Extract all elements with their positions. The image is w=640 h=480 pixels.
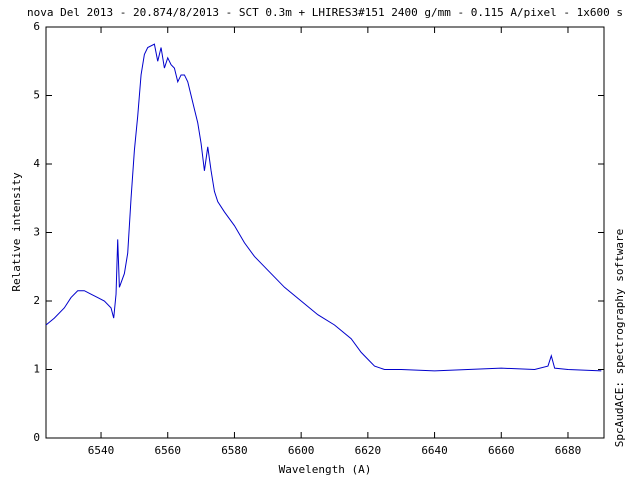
y-tick-label: 1 bbox=[33, 363, 40, 376]
x-tick-label: 6580 bbox=[221, 444, 248, 457]
spectrum-line bbox=[45, 43, 602, 372]
x-tick-label: 6640 bbox=[421, 444, 448, 457]
plot-frame bbox=[45, 26, 605, 439]
x-tick-label: 6600 bbox=[288, 444, 315, 457]
x-tick-label: 6680 bbox=[555, 444, 582, 457]
x-tick-label: 6660 bbox=[488, 444, 515, 457]
y-tick-label: 3 bbox=[33, 226, 40, 239]
y-tick-label: 2 bbox=[33, 294, 40, 307]
y-tick-label: 5 bbox=[33, 89, 40, 102]
y-tick-label: 6 bbox=[33, 20, 40, 33]
y-tick-label: 4 bbox=[33, 157, 40, 170]
x-axis-label: Wavelength (A) bbox=[279, 463, 372, 476]
x-tick-label: 6560 bbox=[154, 444, 181, 457]
x-tick-label: 6620 bbox=[355, 444, 382, 457]
side-note: SpcAudACE: spectrography software bbox=[613, 229, 626, 448]
x-tick-label: 6540 bbox=[88, 444, 115, 457]
y-axis-label: Relative intensity bbox=[10, 172, 23, 292]
y-tick-label: 0 bbox=[33, 431, 40, 444]
chart-title: nova Del 2013 - 20.874/8/2013 - SCT 0.3m… bbox=[27, 6, 623, 19]
